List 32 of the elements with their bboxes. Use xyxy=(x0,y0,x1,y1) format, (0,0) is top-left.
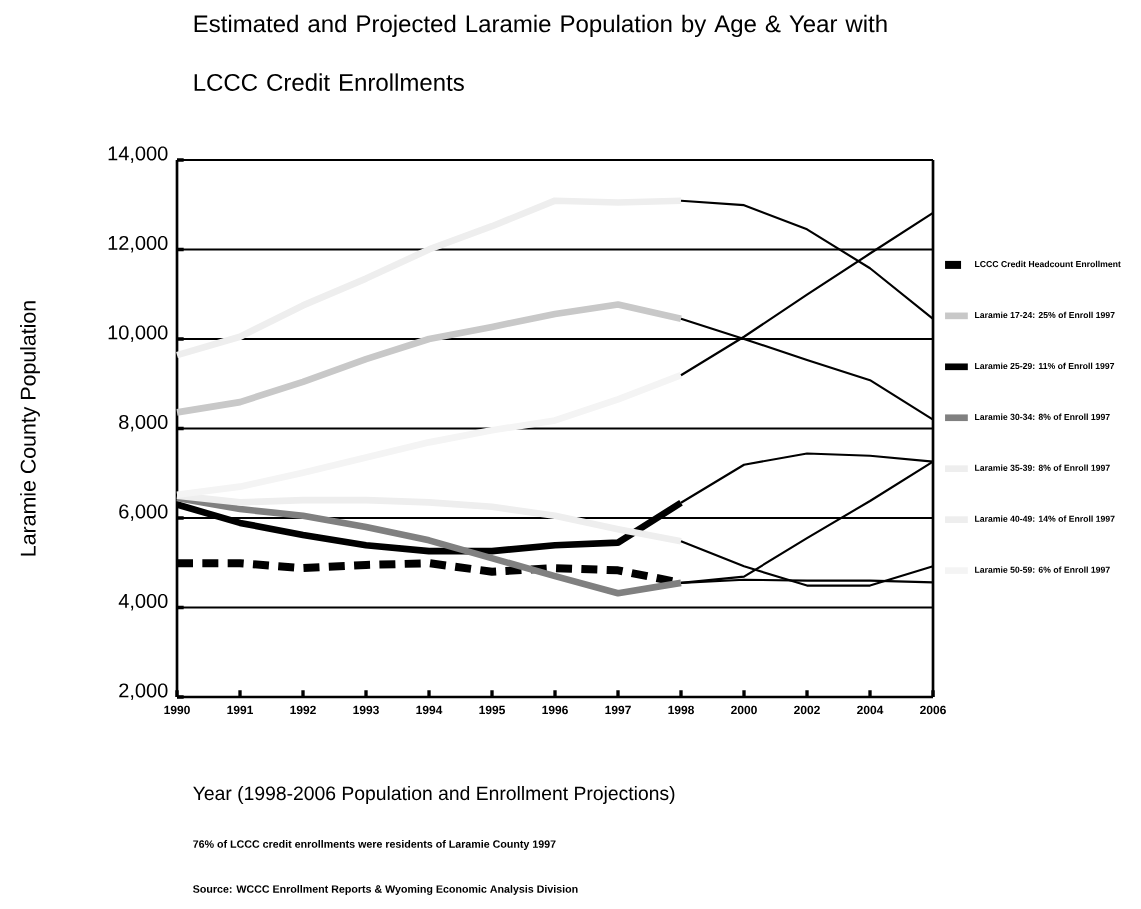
legend-label: Laramie 30-34: 8% of Enroll 1997 xyxy=(975,413,1110,420)
y-tick-label: 8,000 xyxy=(119,414,168,432)
chart-title: Estimated and Projected Laramie Population by Age & Year with LCCC Credit Enrollments xyxy=(194,14,887,91)
y-tick-label: 14,000 xyxy=(108,146,168,163)
legend-label: Laramie 35-39: 8% of Enroll 1997 xyxy=(975,464,1110,471)
text: 76% of LCCC credit enrollments were residents of Laramie County 1997 xyxy=(193,840,556,850)
x-tick-label: 2002 xyxy=(794,705,820,715)
x-tick-label: 1990 xyxy=(164,705,190,715)
x-tick-label: 1997 xyxy=(605,705,631,715)
legend-label: Laramie 25-29: 11% of Enroll 1997 xyxy=(975,362,1115,370)
x-tick-label: 1996 xyxy=(542,705,568,715)
source-note: Source: WCCC Enrollment Reports & Wyoming Economic Analysis Division xyxy=(193,884,578,895)
legend-label: Laramie 50-59: 6% of Enroll 1997 xyxy=(975,566,1110,573)
y-tick-label: 6,000 xyxy=(119,504,168,521)
y-tick-label: 12,000 xyxy=(108,235,168,253)
y-tick-label: 4,000 xyxy=(118,593,168,611)
x-tick-label: 1993 xyxy=(353,705,379,715)
legend-label: Laramie 40-49: 14% of Enroll 1997 xyxy=(975,515,1115,522)
x-tick-label: 1991 xyxy=(227,705,254,715)
legend-label: Laramie 17-24: 25% of Enroll 1997 xyxy=(975,311,1115,319)
x-tick-label: 1998 xyxy=(668,705,694,715)
y-axis-title: Laramie County Population xyxy=(20,301,40,556)
y-tick-label: 2,000 xyxy=(119,683,168,700)
x-tick-label: 1992 xyxy=(290,705,316,715)
y-tick-label: 10,000 xyxy=(108,325,168,342)
x-axis-title: Year (1998-2006 Population and Enrollment Projections) xyxy=(193,785,675,804)
x-tick-label: 1994 xyxy=(416,705,443,715)
x-tick-label: 1995 xyxy=(479,705,506,715)
legend-label: LCCC Credit Headcount Enrollment xyxy=(975,260,1121,268)
x-tick-label: 2006 xyxy=(920,705,946,715)
x-tick-label: 2004 xyxy=(857,705,884,715)
x-tick-label: 2000 xyxy=(731,705,757,715)
